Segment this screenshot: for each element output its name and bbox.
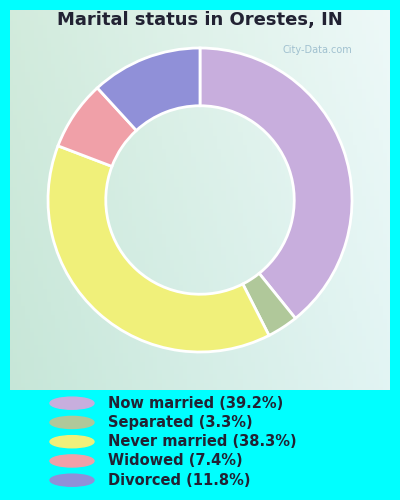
Wedge shape [58,88,136,166]
Circle shape [50,436,94,448]
Circle shape [50,455,94,467]
Text: Marital status in Orestes, IN: Marital status in Orestes, IN [57,11,343,29]
Wedge shape [243,274,296,336]
Text: Now married (39.2%): Now married (39.2%) [108,396,283,410]
Circle shape [50,474,94,486]
Text: Never married (38.3%): Never married (38.3%) [108,434,297,449]
Text: Divorced (11.8%): Divorced (11.8%) [108,472,250,488]
Text: Separated (3.3%): Separated (3.3%) [108,415,253,430]
Text: City-Data.com: City-Data.com [282,45,352,55]
Circle shape [50,397,94,409]
Circle shape [50,416,94,428]
Wedge shape [200,48,352,318]
Text: Widowed (7.4%): Widowed (7.4%) [108,454,243,468]
Wedge shape [97,48,200,130]
Wedge shape [48,146,269,352]
